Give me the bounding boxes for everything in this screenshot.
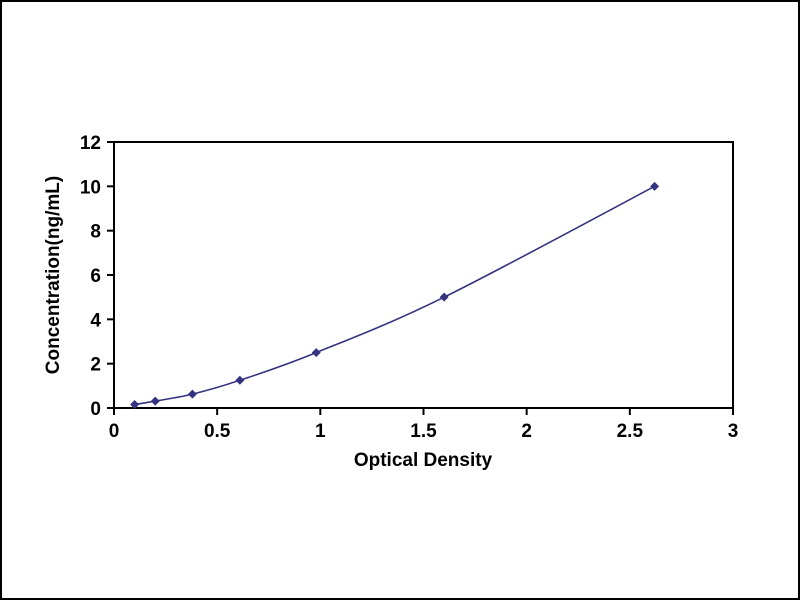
y-tick-label: 6 [90,266,101,287]
plot-frame [113,141,734,409]
y-tick-label: 10 [80,177,101,198]
x-tick-label: 1 [315,421,326,442]
y-tick-label: 0 [90,399,101,420]
data-point-marker [439,292,449,302]
data-point-marker [130,400,140,410]
x-tick-label: 1.5 [410,421,437,442]
x-tick-label: 2 [521,421,532,442]
data-point-marker [650,181,660,191]
data-point-marker [311,348,321,358]
x-tick-label: 3 [728,421,739,442]
x-tick-label: 0 [109,421,120,442]
data-point-marker [235,375,245,385]
x-tick-label: 0.5 [204,421,231,442]
y-axis-label: Concentration(ng/mL) [43,176,64,374]
y-tick-label: 12 [80,133,101,154]
x-tick-label: 2.5 [617,421,644,442]
series-line-standard-curve [134,185,655,406]
x-axis-label: Optical Density [354,450,493,471]
y-tick-label: 8 [90,222,101,243]
data-point-marker [150,396,160,406]
data-point-marker [187,389,197,399]
y-tick-label: 4 [90,310,101,331]
y-tick-label: 2 [90,355,101,376]
